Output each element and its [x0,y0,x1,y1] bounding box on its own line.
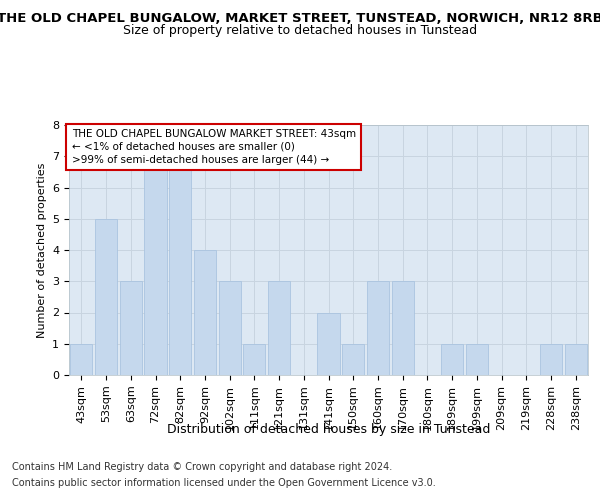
Text: Contains public sector information licensed under the Open Government Licence v3: Contains public sector information licen… [12,478,436,488]
Bar [169,156,191,375]
Bar [119,281,142,375]
Bar [145,156,167,375]
Text: Contains HM Land Registry data © Crown copyright and database right 2024.: Contains HM Land Registry data © Crown c… [12,462,392,472]
Y-axis label: Number of detached properties: Number of detached properties [37,162,47,338]
Bar [392,281,414,375]
Bar [317,312,340,375]
Text: Distribution of detached houses by size in Tunstead: Distribution of detached houses by size … [167,422,490,436]
Bar [268,281,290,375]
Bar [540,344,562,375]
Text: THE OLD CHAPEL BUNGALOW, MARKET STREET, TUNSTEAD, NORWICH, NR12 8RB: THE OLD CHAPEL BUNGALOW, MARKET STREET, … [0,12,600,26]
Bar [70,344,92,375]
Bar [441,344,463,375]
Bar [218,281,241,375]
Bar [565,344,587,375]
Bar [243,344,265,375]
Text: THE OLD CHAPEL BUNGALOW MARKET STREET: 43sqm
← <1% of detached houses are smalle: THE OLD CHAPEL BUNGALOW MARKET STREET: 4… [71,128,356,165]
Bar [466,344,488,375]
Bar [194,250,216,375]
Text: Size of property relative to detached houses in Tunstead: Size of property relative to detached ho… [123,24,477,37]
Bar [95,219,117,375]
Bar [367,281,389,375]
Bar [342,344,364,375]
